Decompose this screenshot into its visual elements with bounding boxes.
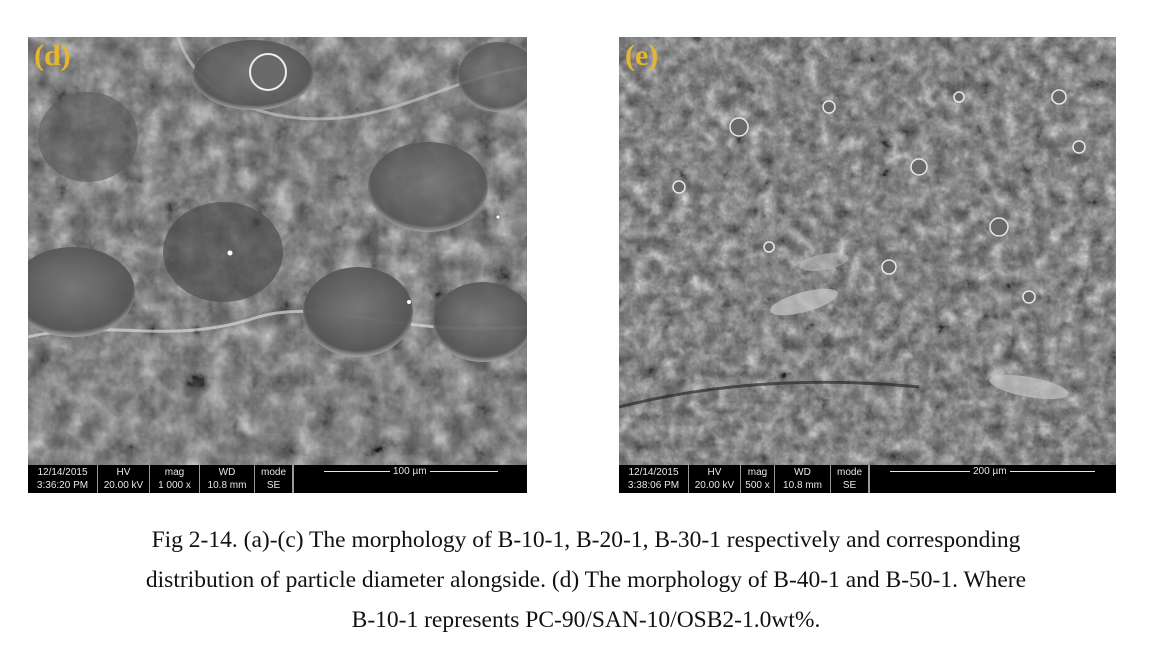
- time-text: 3:38:06 PM: [627, 480, 680, 491]
- figure-caption-line-2: distribution of particle diameter alongs…: [145, 567, 1027, 593]
- sem-image-panel-e: (e) 12/14/2015 3:38:06 PM HV 20.00 kV ma…: [619, 37, 1116, 493]
- hv-header: HV: [707, 467, 722, 478]
- hv-value: 20.00 kV: [103, 480, 144, 491]
- mode-cell: mode SE: [831, 465, 869, 493]
- wd-cell: WD 10.8 mm: [200, 465, 255, 493]
- mag-value: 500 x: [745, 480, 770, 491]
- wd-value: 10.8 mm: [783, 480, 822, 491]
- sem-databar-e: 12/14/2015 3:38:06 PM HV 20.00 kV mag 50…: [619, 465, 1116, 493]
- sem-image-panel-d: (d) 12/14/2015 3:36:20 PM HV 20.00 kV ma…: [28, 37, 527, 493]
- mag-header: mag: [747, 467, 768, 478]
- mode-header: mode: [260, 467, 286, 478]
- scale-label: 200 µm: [970, 465, 1010, 478]
- figure-caption-line-3: B-10-1 represents PC-90/SAN-10/OSB2-1.0w…: [351, 607, 821, 633]
- date-text: 12/14/2015: [37, 467, 88, 478]
- figure-caption-line-1: Fig 2-14. (a)-(c) The morphology of B-10…: [151, 527, 1021, 553]
- mode-value: SE: [266, 480, 281, 491]
- wd-value: 10.8 mm: [207, 480, 247, 491]
- hv-value: 20.00 kV: [694, 480, 735, 491]
- sem-micrograph-d: [28, 37, 527, 465]
- mag-cell: mag 1 000 x: [150, 465, 200, 493]
- date-cell: 12/14/2015 3:36:20 PM: [28, 465, 98, 493]
- time-text: 3:36:20 PM: [36, 480, 89, 491]
- mode-header: mode: [836, 467, 862, 478]
- sem-micrograph-e: [619, 37, 1116, 465]
- scale-bar: 100 µm: [293, 465, 527, 493]
- mag-cell: mag 500 x: [741, 465, 775, 493]
- wd-cell: WD 10.8 mm: [775, 465, 831, 493]
- wd-header: WD: [794, 467, 811, 478]
- mag-header: mag: [164, 467, 185, 478]
- hv-header: HV: [116, 467, 131, 478]
- mode-cell: mode SE: [255, 465, 293, 493]
- date-cell: 12/14/2015 3:38:06 PM: [619, 465, 689, 493]
- sem-databar-d: 12/14/2015 3:36:20 PM HV 20.00 kV mag 1 …: [28, 465, 527, 493]
- scale-bar: 200 µm: [869, 465, 1116, 493]
- panel-label-d: (d): [34, 39, 71, 72]
- wd-header: WD: [218, 467, 236, 478]
- hv-cell: HV 20.00 kV: [689, 465, 741, 493]
- hv-cell: HV 20.00 kV: [98, 465, 150, 493]
- scale-label: 100 µm: [390, 465, 430, 478]
- mag-value: 1 000 x: [158, 480, 191, 491]
- panel-label-e: (e): [625, 39, 659, 72]
- date-text: 12/14/2015: [628, 467, 679, 478]
- mode-value: SE: [842, 480, 857, 491]
